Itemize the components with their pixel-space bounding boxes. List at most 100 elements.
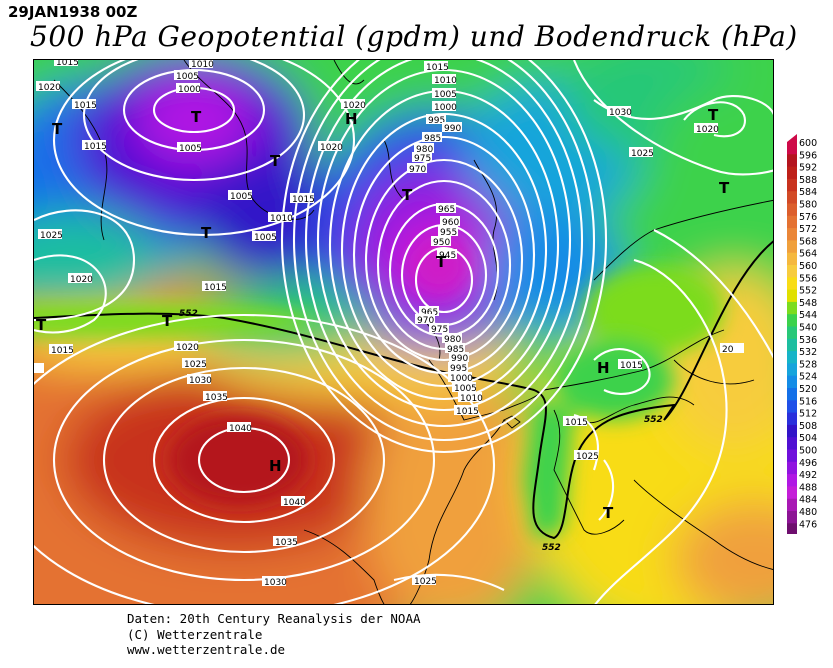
- isobar-label: 1000: [448, 372, 473, 384]
- isobar-label: 1010: [268, 212, 293, 224]
- legend-tick-label: 592: [799, 163, 817, 174]
- map-title: 500 hPa Geopotential (gpdm) und Bodendru…: [30, 20, 798, 53]
- isobar-label: 1040: [281, 496, 306, 508]
- svg-text:1025: 1025: [414, 577, 437, 587]
- legend-tick-label: 600: [799, 138, 817, 149]
- svg-text:1010: 1010: [191, 60, 214, 70]
- legend-tick-label: 496: [799, 458, 817, 469]
- svg-text:1015: 1015: [74, 101, 97, 111]
- legend-tick-label: 488: [799, 482, 817, 493]
- legend-tick-label: 544: [799, 310, 817, 321]
- svg-text:1030: 1030: [609, 108, 632, 118]
- svg-text:1015: 1015: [204, 283, 227, 293]
- legend-tick-label: 580: [799, 200, 817, 211]
- credits-website: www.wetterzentrale.de: [127, 642, 286, 657]
- legend-tick-label: 564: [799, 249, 817, 260]
- isobar-label: 1020: [68, 273, 93, 285]
- legend-swatch: [787, 338, 797, 352]
- svg-text:T: T: [162, 312, 173, 330]
- isobar-label: 970: [415, 314, 435, 326]
- isobar-label: 960: [440, 216, 460, 228]
- weather-map: 1015 1020 1015 1010 1005 1000 1005 1015 …: [33, 59, 774, 605]
- isobar-label: 1015: [72, 99, 97, 111]
- legend-swatch: [787, 363, 797, 377]
- legend-tick-label: 500: [799, 446, 817, 457]
- legend-tick-label: 520: [799, 384, 817, 395]
- svg-text:1020: 1020: [320, 143, 343, 153]
- isobar-label: 1015: [290, 193, 315, 205]
- svg-text:1000: 1000: [450, 374, 473, 384]
- legend-tick-label: 560: [799, 261, 817, 272]
- svg-text:1020: 1020: [696, 125, 719, 135]
- isobar-label: 1040: [227, 422, 252, 434]
- legend-swatch: [787, 498, 797, 512]
- svg-text:20: 20: [722, 345, 734, 355]
- weather-map-svg: 1015 1020 1015 1010 1005 1000 1005 1015 …: [34, 60, 773, 604]
- legend-tick-label: 524: [799, 372, 817, 383]
- isobar-label: 1020: [318, 141, 343, 153]
- svg-text:995: 995: [450, 364, 467, 374]
- isobar-label: 1035: [273, 536, 298, 548]
- svg-text:H: H: [345, 110, 358, 128]
- legend-swatch: [787, 154, 797, 168]
- svg-text:1020: 1020: [343, 101, 366, 111]
- legend-swatch: [787, 375, 797, 389]
- isobar-label: 1000: [176, 83, 201, 95]
- svg-text:1015: 1015: [84, 142, 107, 152]
- svg-text:1025: 1025: [576, 452, 599, 462]
- isobar-label: [34, 363, 44, 373]
- legend-tick-label: 540: [799, 323, 817, 334]
- legend-swatch: [787, 412, 797, 426]
- legend-swatch: [787, 474, 797, 487]
- isobar-label: 990: [449, 352, 469, 364]
- legend-swatch: [787, 449, 797, 463]
- svg-text:1015: 1015: [456, 407, 479, 417]
- legend-tick-label: 584: [799, 187, 817, 198]
- legend-swatch: [787, 240, 797, 254]
- legend-swatch: [787, 388, 797, 401]
- isobar-label: 1005: [252, 231, 277, 243]
- isobar-label: 1015: [202, 281, 227, 293]
- legend-swatch: [787, 191, 797, 204]
- isobar-label: 1025: [412, 575, 437, 587]
- svg-text:1030: 1030: [189, 376, 212, 386]
- svg-text:990: 990: [451, 354, 468, 364]
- legend-tick-label: 556: [799, 273, 817, 284]
- legend-swatch: [787, 166, 797, 180]
- isobar-labels: 1015 1020 1015 1010 1005 1000 1005 1015 …: [34, 60, 744, 588]
- svg-text:552: 552: [644, 415, 663, 425]
- svg-text:1040: 1040: [283, 498, 306, 508]
- svg-text:1020: 1020: [70, 275, 93, 285]
- svg-text:T: T: [603, 504, 614, 522]
- isobar-label: 1015: [563, 416, 588, 428]
- svg-text:985: 985: [447, 345, 464, 355]
- isobar-label: 955: [438, 226, 458, 238]
- svg-text:T: T: [708, 106, 719, 124]
- svg-text:985: 985: [424, 134, 441, 144]
- svg-text:T: T: [36, 316, 47, 334]
- svg-text:H: H: [269, 457, 282, 475]
- isobar-label: 1015: [49, 344, 74, 356]
- legend-tick-label: 504: [799, 433, 817, 444]
- isobar-label: 1005: [174, 70, 199, 82]
- isobar-label: 1010: [458, 392, 483, 404]
- svg-text:T: T: [719, 179, 730, 197]
- legend-tick-label: 492: [799, 470, 817, 481]
- svg-text:945: 945: [439, 251, 456, 261]
- isobar-label: 1010: [432, 74, 457, 86]
- svg-text:1020: 1020: [176, 343, 199, 353]
- svg-text:975: 975: [431, 325, 448, 335]
- isobar-label: 995: [426, 114, 446, 126]
- svg-text:955: 955: [440, 228, 457, 238]
- legend-tick-label: 480: [799, 507, 817, 518]
- svg-text:T: T: [402, 186, 413, 204]
- svg-text:1015: 1015: [565, 418, 588, 428]
- legend-tick-label: 596: [799, 150, 817, 161]
- svg-text:995: 995: [428, 116, 445, 126]
- svg-text:975: 975: [414, 154, 431, 164]
- svg-text:T: T: [436, 253, 447, 271]
- svg-text:1020: 1020: [38, 83, 61, 93]
- isobar-label: 985: [445, 343, 465, 355]
- svg-text:970: 970: [409, 165, 426, 175]
- color-legend: 600 596 592 588 584 580 576 572 568 564 560 556 552 5…: [786, 134, 826, 546]
